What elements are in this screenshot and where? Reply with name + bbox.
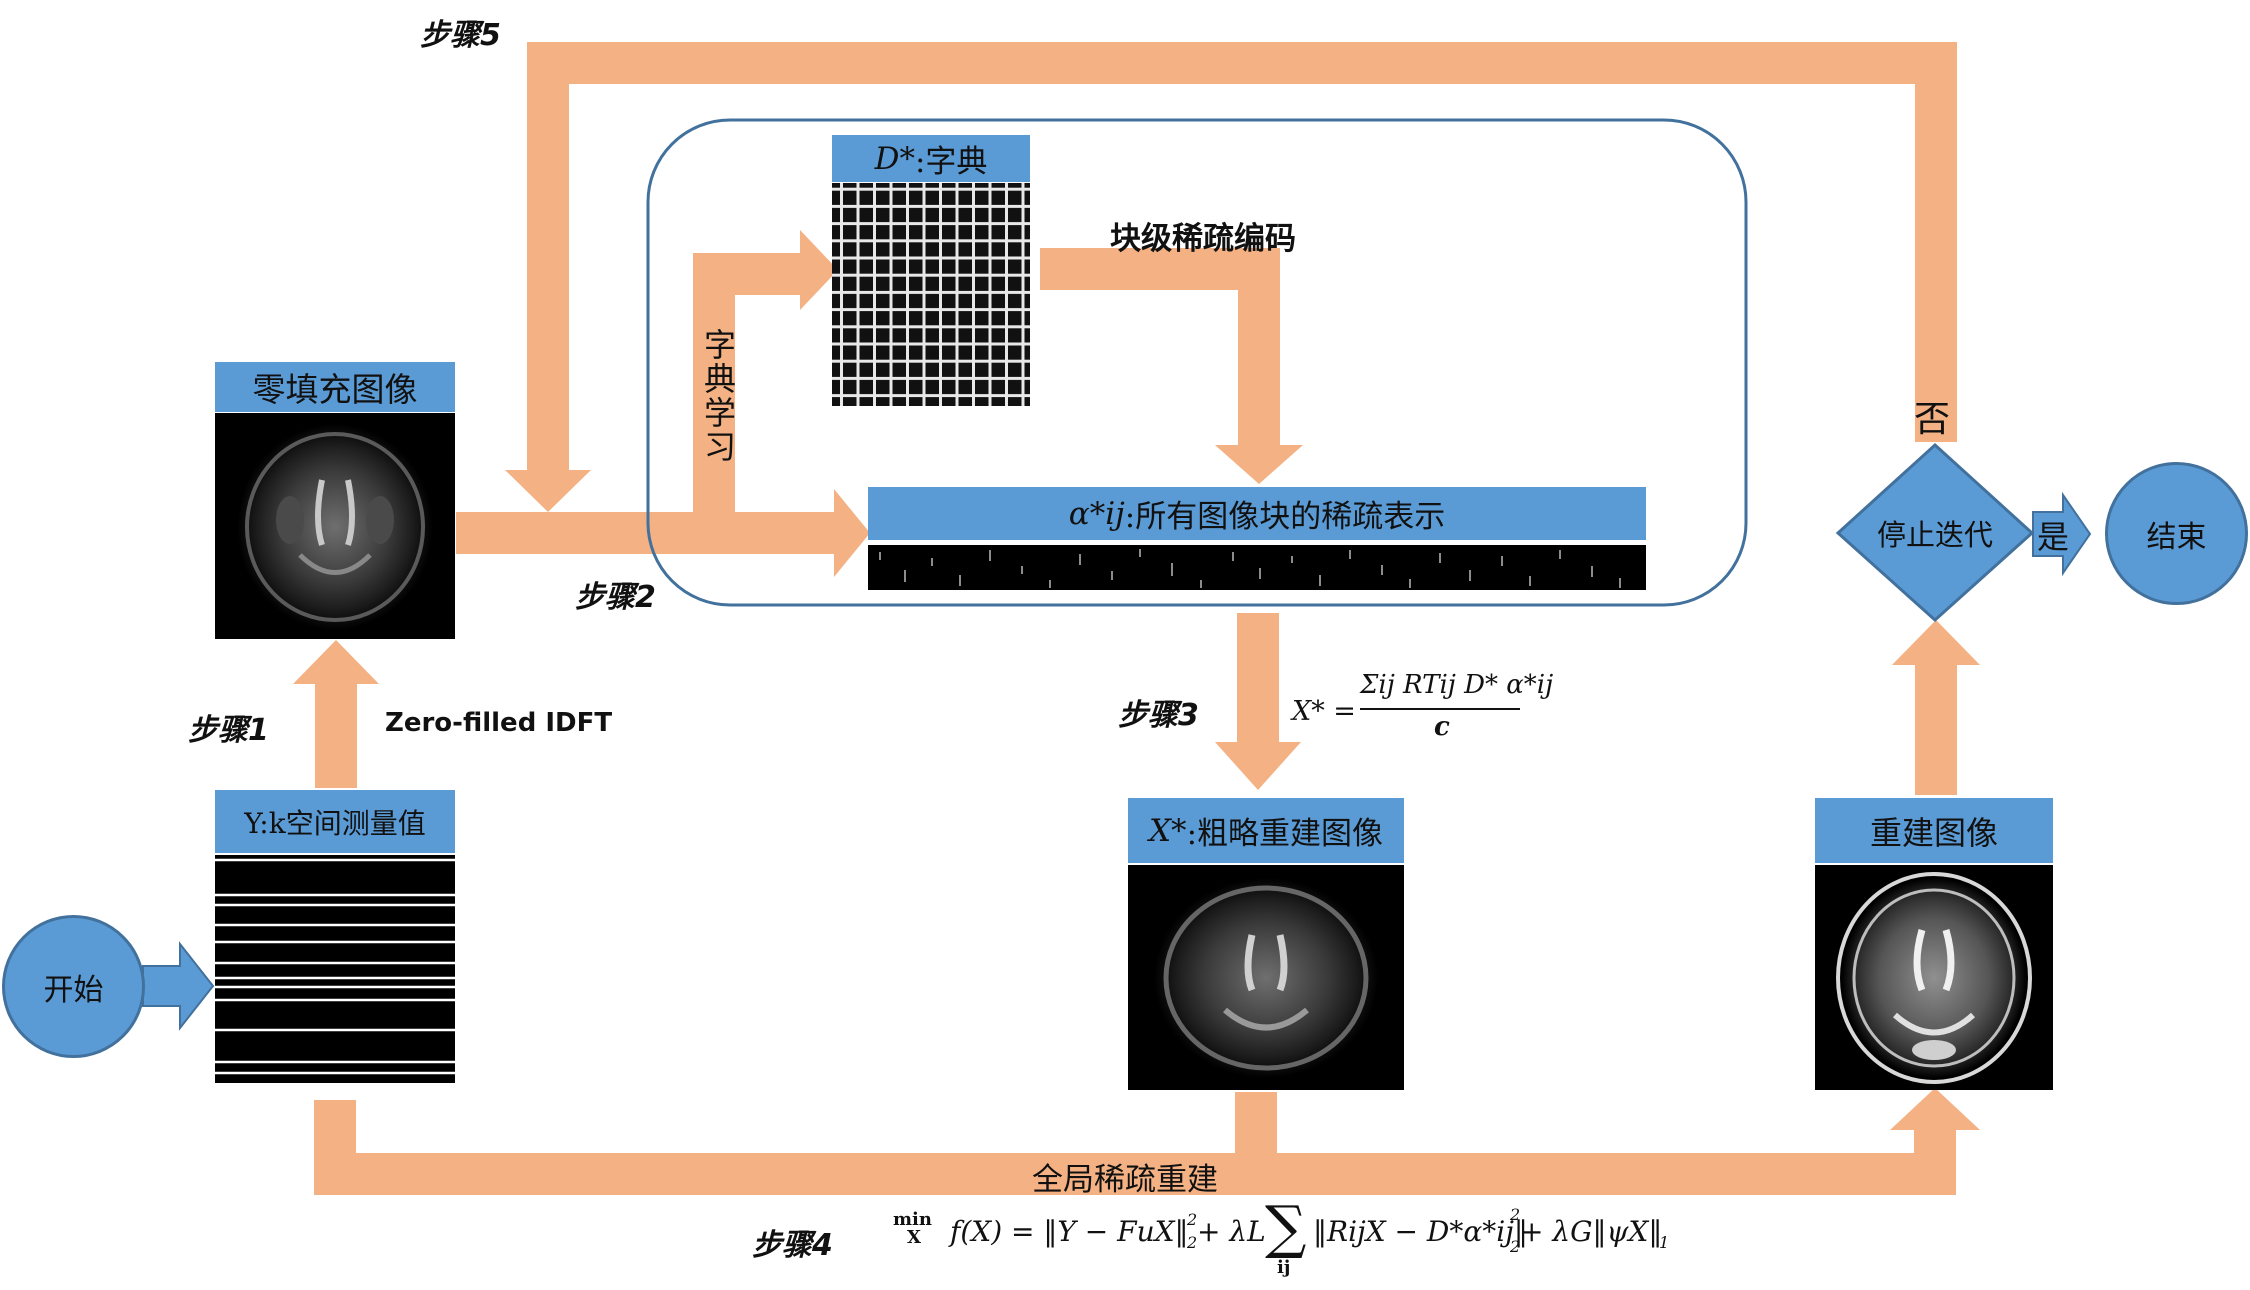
sparse-codes-image — [868, 545, 1646, 590]
no-label: 否 — [1914, 399, 1951, 440]
dict-learning-label: 字典学习 — [699, 328, 737, 464]
kspace-label-box — [215, 790, 455, 853]
step4-sup2: 2 — [1510, 1205, 1521, 1224]
step1-label: 步骤1 — [188, 713, 269, 748]
zero-filled-title: 零填充图像 — [252, 370, 418, 409]
sparse-coding-vertical — [1238, 248, 1280, 448]
step4-sub2: 2 — [1510, 1237, 1521, 1256]
step3-label: 步骤3 — [1118, 698, 1199, 733]
dictionary-atoms-image — [832, 183, 1030, 406]
dictionary-title-text: :字典 — [914, 144, 988, 180]
coarse-label-box — [1128, 798, 1404, 863]
coarse-title: X*:粗略重建图像 — [1128, 798, 1404, 863]
step4-objective: f(X) = ‖Y − FuX‖ — [950, 1215, 1189, 1248]
step3-arrowhead — [1215, 742, 1301, 790]
step4-patch-term: ‖RijX − D*α*ij‖ — [1313, 1215, 1528, 1248]
step4-min-sub: X — [907, 1227, 921, 1248]
kspace-title: Y:k空间测量值 — [215, 790, 455, 853]
sparse-rep-title-text: :所有图像块的稀疏表示 — [1124, 499, 1446, 535]
sparse-coding-arrowhead — [1215, 445, 1303, 484]
step4-rest: + λG‖ψX‖ — [1520, 1215, 1663, 1248]
recon-to-stop-arrowhead — [1892, 620, 1980, 665]
recon-label-box — [1815, 798, 2053, 863]
start-label: 开始 — [43, 972, 104, 1008]
coarse-symbol: X* — [1148, 812, 1187, 849]
step5-loop-right-segment — [1915, 42, 1957, 442]
step2-panel — [646, 118, 1748, 607]
step4-lambda-l: + λL — [1197, 1215, 1266, 1248]
sparse-rep-symbol: α*ij — [1068, 495, 1125, 532]
start-arrow — [142, 941, 215, 1031]
dictionary-symbol: D* — [874, 140, 915, 177]
step5-loop-top-segment — [527, 42, 1957, 84]
step4-sub3: 1 — [1659, 1233, 1670, 1252]
sparse-rep-title: α*ij:所有图像块的稀疏表示 — [868, 487, 1646, 540]
yes-arrow — [2032, 491, 2092, 577]
zero-filled-label-box — [215, 362, 455, 412]
end-label: 结束 — [2146, 519, 2207, 555]
dictionary-title: D*:字典 — [832, 135, 1030, 182]
step5-label: 步骤5 — [420, 18, 501, 53]
step4-sup1: 2 — [1187, 1210, 1198, 1229]
step4-min: min — [893, 1209, 932, 1230]
step3-formula-lhs: X* = — [1292, 696, 1356, 727]
step5-loop-arrowhead — [505, 470, 591, 512]
kspace-mask-image — [215, 855, 455, 1083]
step1-shaft — [315, 683, 357, 788]
block-sparse-coding-label: 块级稀疏编码 — [1110, 221, 1296, 257]
global-recon-label: 全局稀疏重建 — [1032, 1162, 1218, 1198]
step4-sum: ∑ — [1265, 1193, 1307, 1261]
idft-label: Zero-filled IDFT — [385, 708, 613, 738]
dict-learning-arrowhead — [800, 230, 838, 310]
zero-filled-mri-image — [215, 413, 455, 639]
dict-learning-horizontal — [693, 253, 803, 295]
step3-fraction-bar — [1360, 708, 1520, 710]
coarse-mri-image — [1128, 865, 1404, 1090]
zero-to-sparse-arrowhead — [834, 489, 870, 577]
step4-arrowhead — [1890, 1088, 1980, 1130]
yes-label: 是 — [2037, 518, 2070, 556]
sparse-rep-label-box — [868, 487, 1646, 540]
step2-label: 步骤2 — [575, 580, 656, 615]
reconstructed-mri-image — [1815, 865, 2053, 1090]
step1-arrowhead — [293, 640, 379, 684]
stop-diamond — [1835, 442, 2035, 623]
dictionary-label-box — [832, 135, 1030, 182]
recon-title: 重建图像 — [1869, 813, 1998, 852]
coarse-title-text: :粗略重建图像 — [1186, 816, 1384, 852]
end-node: 结束 — [2105, 462, 2248, 605]
step4-label: 步骤4 — [752, 1228, 833, 1263]
step4-right-vertical — [1914, 1130, 1956, 1195]
blue-arrows — [142, 491, 2092, 1031]
step4-coarse-vertical — [1235, 1092, 1277, 1157]
stop-label: 停止迭代 — [1876, 518, 1993, 552]
zero-to-sparse-shaft — [456, 512, 834, 554]
arrows — [293, 42, 1980, 1195]
step5-loop-left-segment — [527, 42, 569, 470]
step3-shaft — [1237, 613, 1279, 743]
recon-to-stop-shaft — [1915, 665, 1957, 795]
step3-formula-denominator: c — [1434, 712, 1450, 742]
step4-bottom-horizontal — [314, 1153, 1956, 1195]
start-node: 开始 — [2, 915, 145, 1058]
kspace-title-text: Y:k空间测量值 — [244, 806, 426, 840]
step3-formula-numerator: Σij RTij D* α*ij — [1360, 670, 1554, 700]
step4-sum-sub: ij — [1277, 1257, 1291, 1278]
step4-sub1: 2 — [1187, 1233, 1198, 1252]
dict-learning-vertical — [693, 253, 735, 513]
